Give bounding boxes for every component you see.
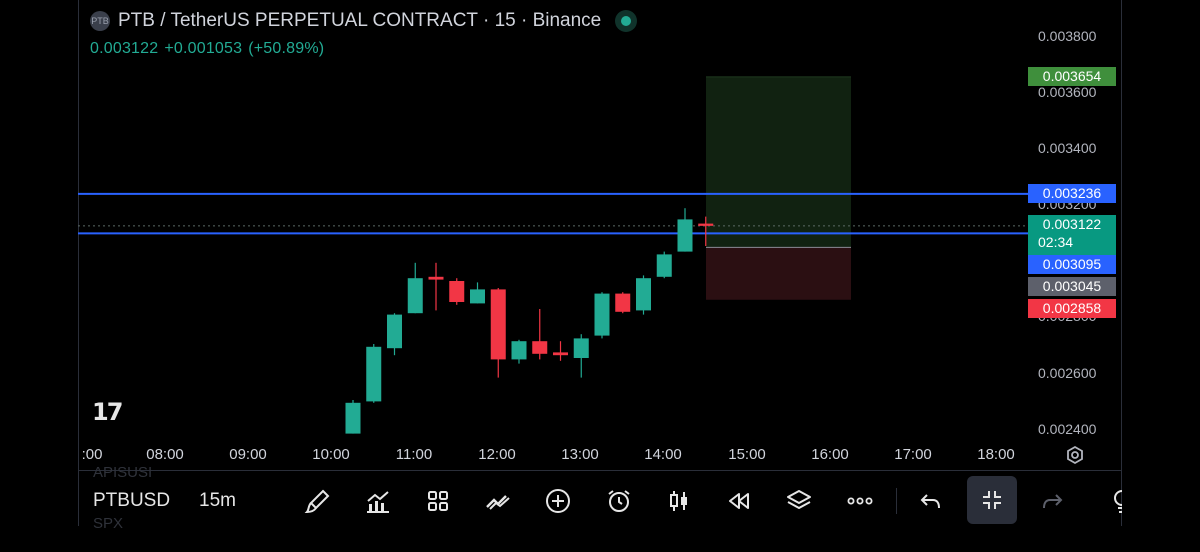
collapse-icon[interactable] — [967, 476, 1017, 524]
undo-icon[interactable] — [914, 484, 948, 518]
candle-up — [470, 289, 485, 304]
profit-zone — [706, 76, 851, 248]
target-price-badge[interactable]: 0.003654 — [1028, 67, 1116, 86]
candle-down — [615, 293, 631, 312]
layers-icon[interactable] — [782, 484, 816, 518]
chart-area[interactable] — [78, 0, 1122, 552]
more-icon[interactable] — [843, 484, 877, 518]
time-tick: 15:00 — [728, 446, 766, 463]
current-price-value: 0.003122 — [1042, 216, 1102, 232]
candles-icon[interactable] — [662, 484, 696, 518]
right-border — [1121, 0, 1122, 526]
lightbulb-icon[interactable] — [1108, 484, 1122, 518]
candle-down — [698, 223, 714, 226]
symbol-logo[interactable]: PTB — [90, 11, 110, 31]
price-tick: 0.002400 — [1038, 421, 1097, 437]
candle-down — [428, 276, 444, 280]
brush-icon[interactable] — [301, 484, 335, 518]
redo-icon[interactable] — [1035, 484, 1069, 518]
time-tick: 11:00 — [395, 446, 433, 463]
time-tick: 14:00 — [644, 446, 682, 463]
toolbar-divider — [78, 470, 1122, 471]
candle-down — [532, 341, 548, 354]
time-tick: :00 — [81, 446, 103, 463]
current-price-badge[interactable]: 0.003122 02:34 — [1028, 215, 1116, 255]
price-tick: 0.003800 — [1038, 28, 1097, 44]
toolbar-separator — [896, 488, 897, 514]
bar-countdown: 02:34 — [1038, 234, 1074, 250]
price-chart[interactable] — [0, 0, 1200, 470]
upper-line-badge[interactable]: 0.003236 — [1028, 184, 1116, 203]
candle-down — [490, 289, 506, 360]
bottom-toolbar: APISUSI SPX PTBUSD 15m — [78, 464, 1122, 532]
symbol-title[interactable]: PTB / TetherUS PERPETUAL CONTRACT · 15 ·… — [118, 10, 602, 31]
candle-up — [387, 314, 402, 349]
left-border — [78, 0, 79, 526]
time-tick: 18:00 — [977, 446, 1015, 463]
chart-header: PTB PTB / TetherUS PERPETUAL CONTRACT · … — [90, 8, 638, 58]
candle-up — [366, 346, 382, 402]
loss-zone — [706, 247, 851, 300]
tradingview-logo: 17 — [92, 398, 123, 426]
candle-up — [511, 341, 527, 360]
stop-price-badge[interactable]: 0.002858 — [1028, 299, 1116, 318]
timeframe-button[interactable]: 15m — [199, 490, 236, 511]
candle-up — [345, 402, 361, 434]
entry-price-badge[interactable]: 0.003045 — [1028, 277, 1116, 296]
lower-line-badge[interactable]: 0.003095 — [1028, 255, 1116, 274]
time-tick: 17:00 — [894, 446, 932, 463]
candle-down — [449, 281, 465, 302]
indicators-icon[interactable] — [361, 484, 395, 518]
candle-up — [677, 219, 693, 252]
replay-icon[interactable] — [722, 484, 756, 518]
time-tick: 13:00 — [561, 446, 599, 463]
layouts-icon[interactable] — [421, 484, 455, 518]
price-change-percent: (+50.89%) — [248, 40, 325, 57]
ghost-symbol-above: APISUSI — [93, 464, 153, 481]
add-icon[interactable] — [541, 484, 575, 518]
candle-up — [656, 254, 672, 277]
quote-row: 0.003122 +0.001053 (+50.89%) — [90, 40, 637, 58]
alert-icon[interactable] — [602, 484, 636, 518]
time-tick: 16:00 — [811, 446, 849, 463]
time-tick: 10:00 — [312, 446, 350, 463]
candle-down — [553, 352, 568, 356]
ghost-symbol-below: SPX — [93, 515, 124, 532]
time-tick: 09:00 — [229, 446, 267, 463]
price-tick: 0.003400 — [1038, 140, 1097, 156]
axis-settings-icon[interactable] — [1065, 445, 1085, 465]
candle-up — [636, 278, 651, 311]
price-change: +0.001053 — [164, 40, 243, 57]
market-status-icon[interactable] — [615, 10, 638, 32]
candle-up — [573, 338, 589, 358]
candle-up — [594, 293, 610, 336]
time-tick: 08:00 — [146, 446, 184, 463]
price-tick: 0.002600 — [1038, 365, 1097, 381]
candle-up — [407, 278, 423, 314]
price-tick: 0.003600 — [1038, 84, 1097, 100]
time-tick: 12:00 — [478, 446, 516, 463]
symbol-button[interactable]: PTBUSD — [93, 490, 171, 511]
last-price: 0.003122 — [90, 40, 159, 57]
trend-line-icon[interactable] — [481, 484, 515, 518]
